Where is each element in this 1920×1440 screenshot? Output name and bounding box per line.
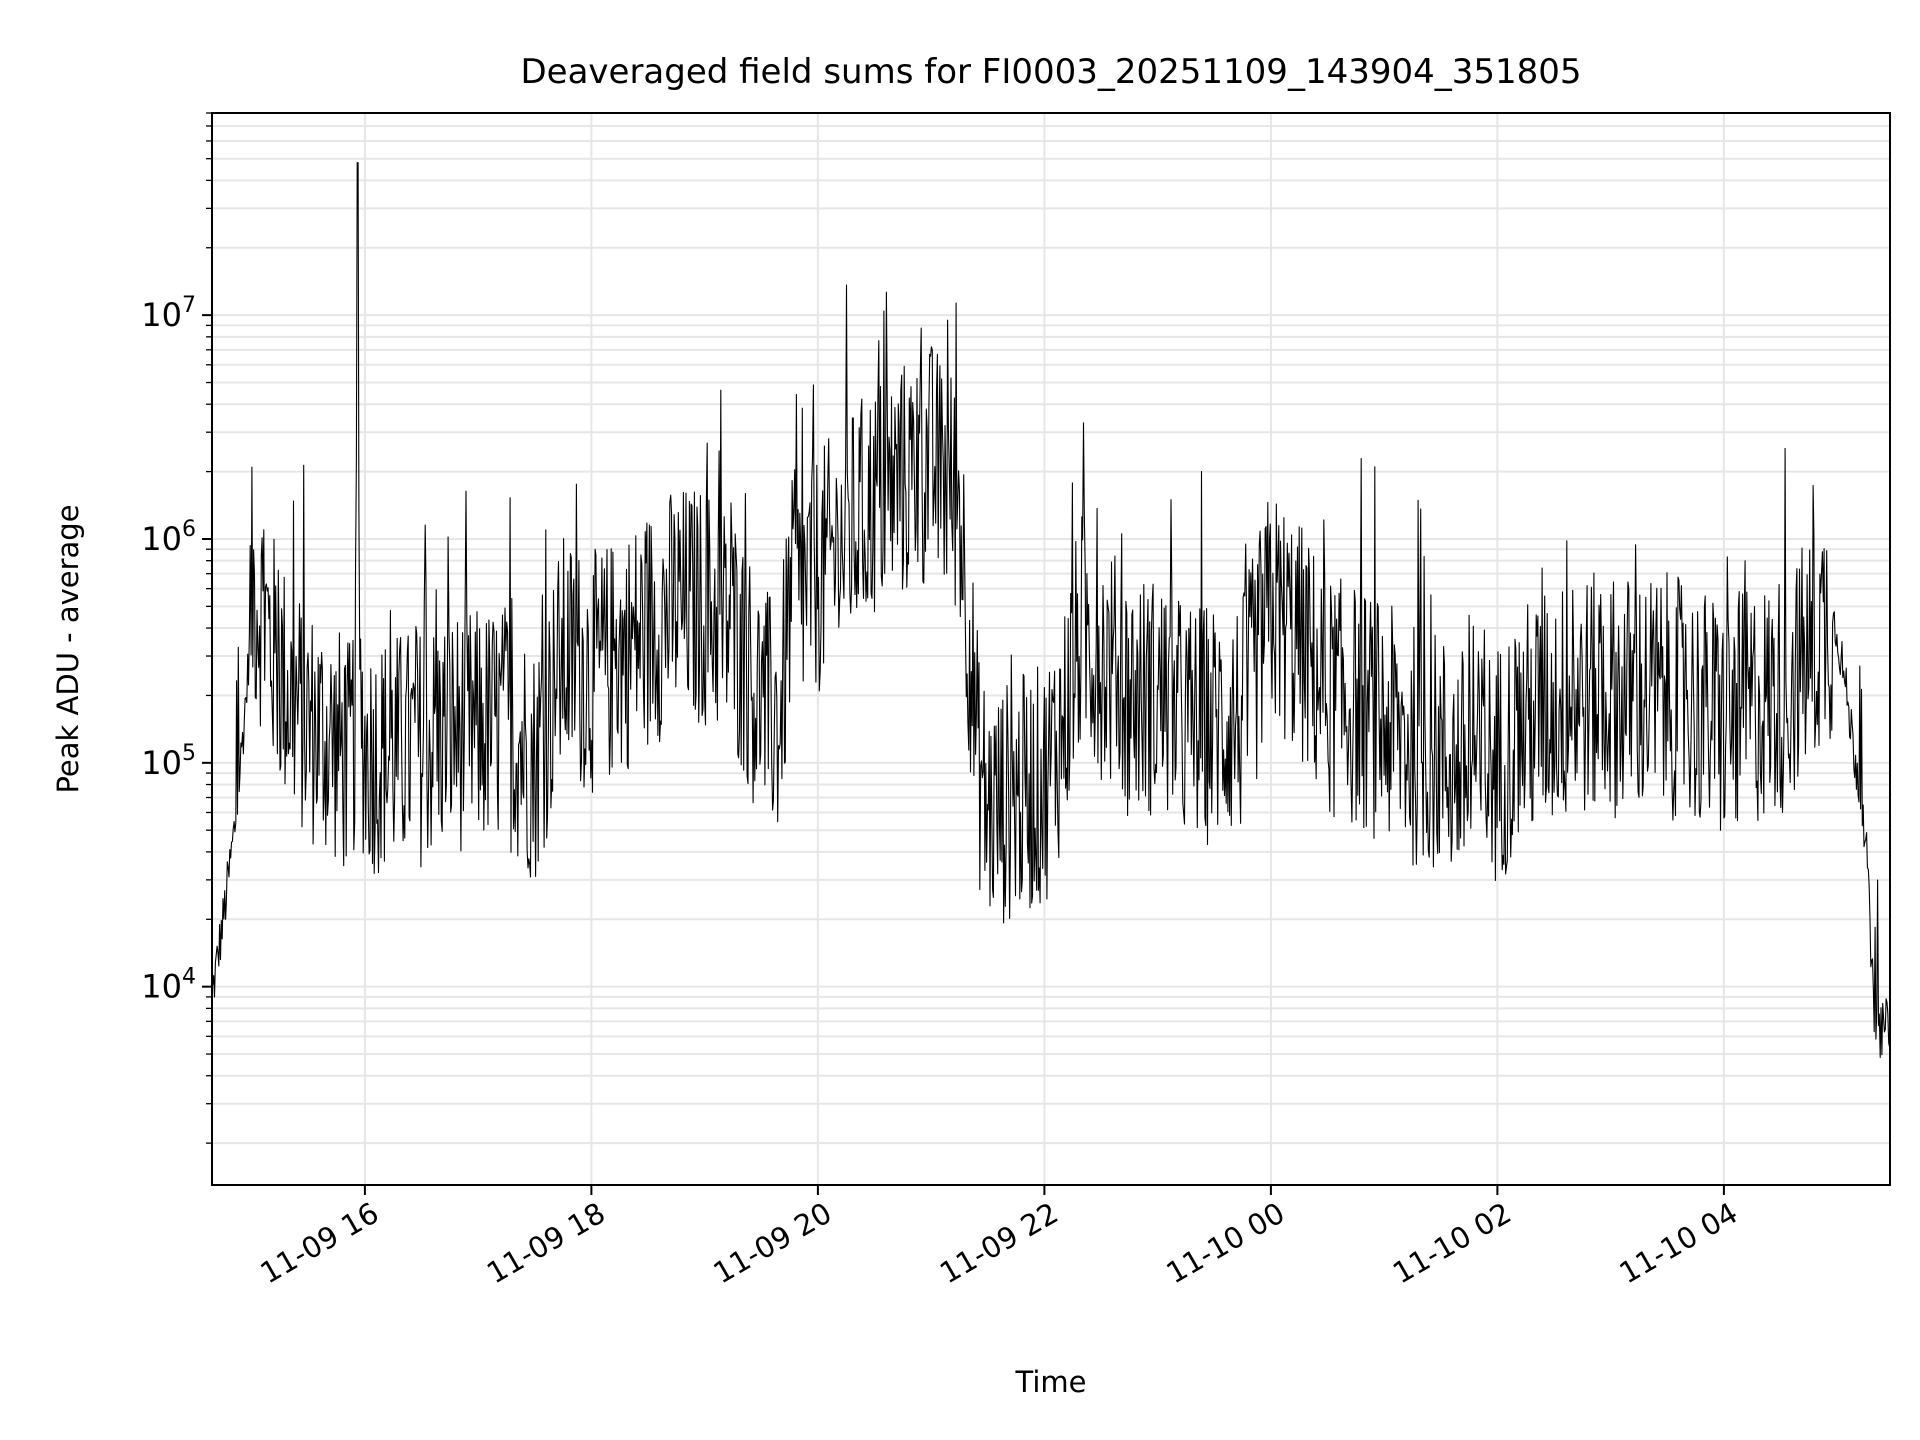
y-tick-label: 106 [141, 517, 196, 558]
chart-title: Deaveraged field sums for FI0003_2025110… [520, 52, 1581, 92]
data-series [211, 162, 1891, 1058]
series-line [211, 162, 1891, 1058]
plot-frame [211, 112, 1891, 1186]
y-tick-label: 105 [141, 741, 196, 782]
y-axis-label: Peak ADU - average [51, 504, 85, 793]
y-tick-label: 104 [141, 965, 196, 1006]
y-tick-label: 107 [141, 293, 196, 334]
x-axis-label: Time [1015, 1365, 1087, 1399]
